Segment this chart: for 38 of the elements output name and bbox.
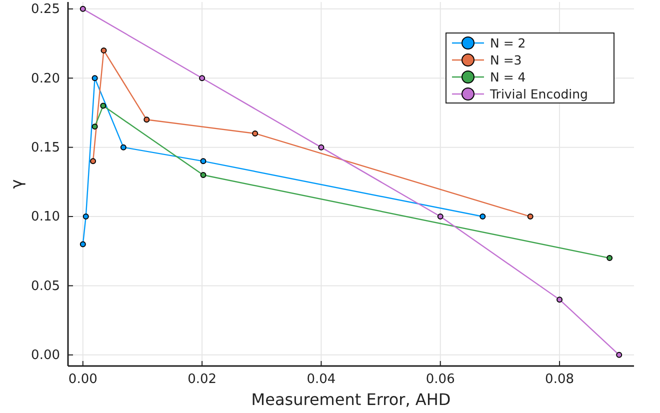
y-tick-label: 0.20 (31, 71, 60, 86)
point (92, 75, 98, 82)
x-tick-label: 0.00 (68, 372, 98, 388)
point (80, 6, 86, 12)
legend-label: N =3 (490, 52, 522, 68)
point (90, 158, 96, 164)
point (200, 158, 206, 164)
point (144, 116, 150, 123)
point (200, 172, 206, 178)
point (100, 102, 106, 109)
legend-label: N = 2 (490, 36, 526, 50)
point (80, 241, 86, 248)
legend-label: N = 4 (490, 70, 526, 84)
point (92, 124, 98, 130)
y-tick-label: 0.15 (31, 140, 60, 156)
legend-label: Trivial Encoding (489, 86, 588, 102)
point (556, 296, 563, 303)
point (100, 47, 107, 54)
point (199, 75, 206, 82)
point (606, 255, 613, 262)
y-tick-label: 0.05 (31, 278, 60, 294)
point (82, 214, 89, 220)
point (252, 130, 258, 136)
y-tick-label: 0.10 (31, 210, 60, 225)
point (120, 144, 126, 150)
x-tick-label: 0.06 (426, 372, 455, 388)
point (480, 214, 486, 220)
x-tick-label: 0.04 (306, 372, 336, 388)
point (616, 352, 622, 358)
y-axis-title: γ (7, 179, 26, 189)
x-axis-title: Measurement Error, AHD (251, 390, 451, 409)
point (437, 214, 444, 220)
y-tick-label: 0.25 (31, 2, 60, 18)
x-tick-label: 0.02 (188, 372, 217, 388)
point (318, 144, 324, 150)
point (527, 214, 534, 220)
y-tick-label: 0.00 (31, 348, 60, 364)
x-tick-label: 0.08 (545, 372, 574, 388)
